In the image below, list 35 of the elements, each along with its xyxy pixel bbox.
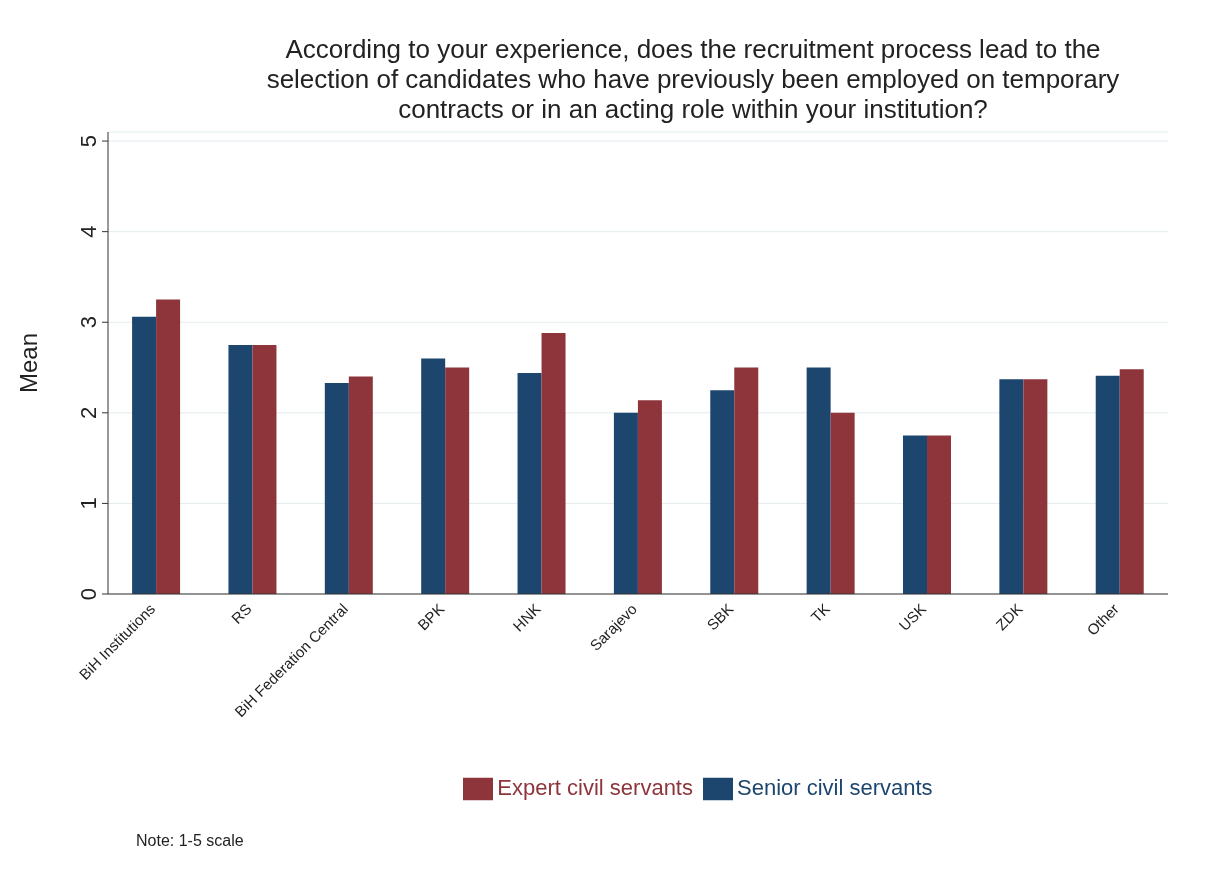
bar [252, 344, 277, 594]
y-tick-label: 1 [76, 497, 101, 510]
bar [806, 367, 831, 594]
bar [613, 412, 638, 594]
legend-label: Expert civil servants [497, 774, 693, 800]
y-tick-label: 5 [76, 134, 101, 148]
bar [517, 372, 542, 594]
bar [1095, 375, 1120, 594]
bar [132, 316, 157, 594]
bar [1023, 379, 1048, 594]
bar [421, 358, 446, 594]
bar [1119, 369, 1144, 594]
x-tick-label: RS [227, 600, 255, 627]
bar [927, 435, 951, 594]
bar [541, 333, 566, 594]
bar [348, 376, 373, 594]
bar [903, 435, 927, 594]
legend-label: Senior civil servants [736, 774, 933, 800]
y-axis-title: Mean [14, 332, 42, 394]
text: Note: 1-5 scale [136, 832, 245, 850]
bar [445, 367, 470, 594]
bar [999, 379, 1024, 594]
bar [637, 400, 662, 594]
bar [830, 412, 855, 594]
bar [228, 344, 253, 594]
y-tick-label: 0 [76, 587, 101, 601]
bar [324, 382, 349, 594]
y-tick-label: 2 [76, 406, 101, 419]
y-tick-label: 3 [76, 316, 101, 329]
x-tick-label: TK [807, 600, 833, 626]
bar [156, 299, 181, 594]
chart-title: According to your experience, does the recruitment process lead to the selection of candidates who have previously been employed on temporary contracts or in an acting role within your institution? [265, 34, 1121, 124]
y-tick-label: 4 [76, 225, 101, 238]
bar [710, 390, 735, 594]
bar [734, 367, 759, 594]
